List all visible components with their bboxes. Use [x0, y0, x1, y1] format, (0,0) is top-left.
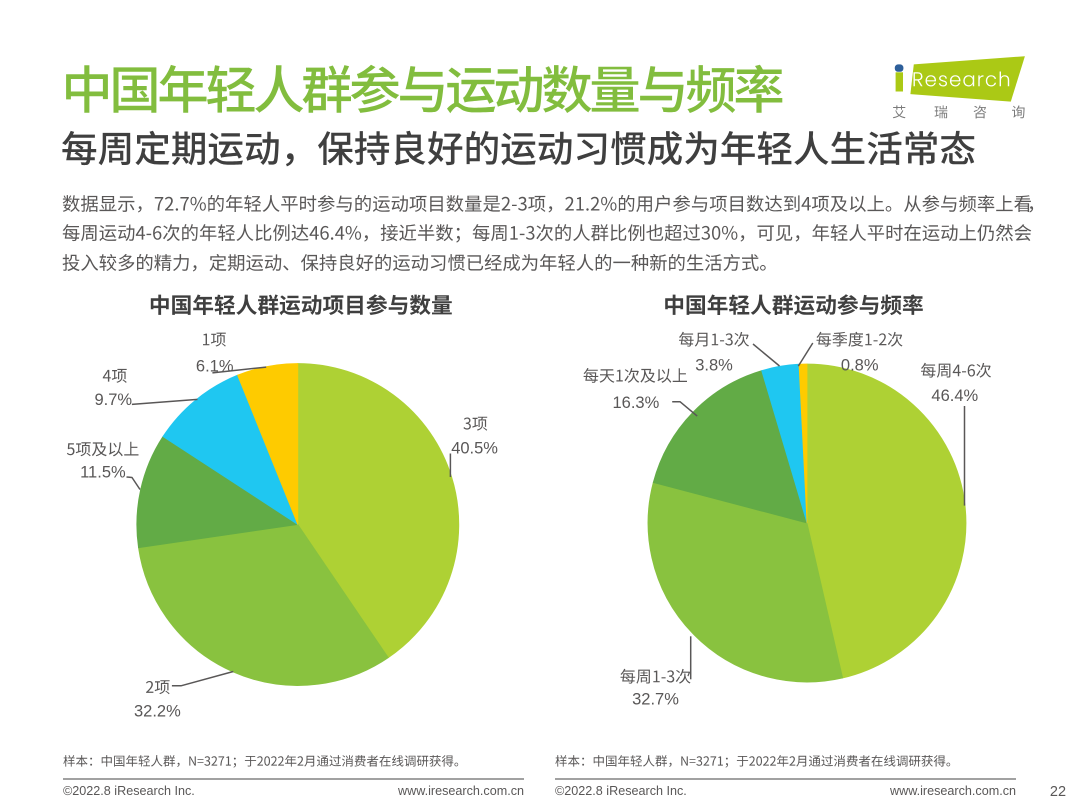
svg-text:22: 22 — [1050, 784, 1066, 800]
svg-text:3.8%: 3.8% — [695, 357, 733, 375]
svg-text:16.3%: 16.3% — [613, 394, 660, 412]
svg-text:11.5%: 11.5% — [80, 463, 126, 481]
svg-text:©2022.8 iResearch Inc.: ©2022.8 iResearch Inc. — [63, 784, 195, 798]
svg-text:32.2%: 32.2% — [134, 703, 181, 721]
svg-text:6.1%: 6.1% — [196, 357, 234, 375]
svg-text:©2022.8 iResearch Inc.: ©2022.8 iResearch Inc. — [555, 784, 687, 798]
svg-text:www.iresearch.com.cn: www.iresearch.com.cn — [889, 784, 1016, 798]
svg-text:www.iresearch.com.cn: www.iresearch.com.cn — [397, 784, 524, 798]
svg-text:46.4%: 46.4% — [931, 387, 978, 405]
svg-text:40.5%: 40.5% — [451, 440, 498, 458]
svg-text:32.7%: 32.7% — [632, 691, 679, 709]
svg-text:9.7%: 9.7% — [94, 391, 132, 409]
svg-text:0.8%: 0.8% — [841, 357, 879, 375]
